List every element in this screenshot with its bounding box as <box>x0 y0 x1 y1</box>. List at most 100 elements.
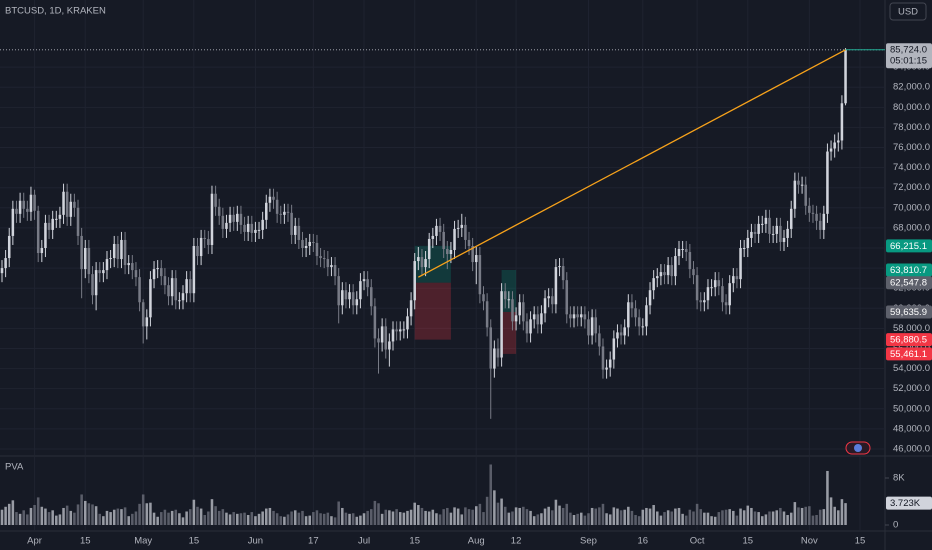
volume-bar <box>265 508 268 525</box>
volume-bar <box>290 511 293 525</box>
volume-bar <box>105 510 109 525</box>
volume-bar <box>587 513 590 525</box>
candle-body <box>464 224 467 240</box>
volume-bar <box>377 503 380 525</box>
candle-body <box>460 224 464 228</box>
candle-body <box>815 213 818 221</box>
candle-body <box>771 233 775 235</box>
trendline <box>418 49 846 278</box>
volume-bar <box>348 513 351 525</box>
volume-bar <box>710 516 713 525</box>
volume-bar <box>786 515 789 525</box>
candle-body <box>87 247 91 275</box>
candle-body <box>388 341 391 350</box>
loss-zone <box>414 282 451 340</box>
volume-bar <box>482 512 485 525</box>
x-tick-label: 17 <box>308 536 319 547</box>
candle-body <box>203 237 206 239</box>
candle-body <box>753 231 757 234</box>
candle-body <box>818 220 822 230</box>
currency-button[interactable] <box>889 2 927 21</box>
volume-bar <box>58 514 62 525</box>
candle-body <box>503 291 507 300</box>
candle-body <box>214 193 217 207</box>
volume-bar <box>102 516 105 525</box>
candle-body <box>764 217 768 224</box>
x-tick-label: 12 <box>511 536 522 547</box>
volume-bar <box>149 502 152 525</box>
candle-body <box>145 317 149 327</box>
last-price-tag <box>886 43 932 69</box>
volume-bar <box>152 512 156 525</box>
candle-body <box>829 148 833 152</box>
candle-body <box>384 326 388 350</box>
candle-body <box>344 290 348 300</box>
candle-body <box>312 241 315 243</box>
candle-body <box>666 265 670 276</box>
volume-bar <box>598 507 601 525</box>
candle-body <box>442 231 445 250</box>
candle-body <box>456 227 460 229</box>
volume-bar <box>210 499 214 525</box>
volume-bar <box>811 515 815 525</box>
x-tick-label: Aug <box>468 536 485 547</box>
candle-body <box>616 332 619 339</box>
volume-bar <box>764 514 768 525</box>
volume-bar <box>344 512 348 525</box>
volume-bar <box>196 506 199 525</box>
candle-body <box>688 252 692 270</box>
volume-bar <box>228 514 232 525</box>
volume-bar <box>94 506 98 525</box>
volume-bar <box>507 512 511 525</box>
candle-body <box>471 245 474 263</box>
volume-bar <box>141 494 145 525</box>
volume-bar <box>514 507 518 525</box>
candle-body <box>29 194 33 212</box>
volume-bar <box>116 508 120 525</box>
volume-bar <box>503 506 507 525</box>
candle-body <box>648 290 652 306</box>
candle-body <box>239 213 243 225</box>
candle-body <box>630 302 634 309</box>
volume-bar <box>721 510 724 525</box>
candle-body <box>257 229 261 231</box>
candle-body <box>558 266 561 268</box>
candle-body <box>217 206 221 216</box>
price-tag <box>886 347 932 361</box>
volume-bar <box>304 516 308 525</box>
volume-bar <box>406 510 409 525</box>
candle-body <box>750 231 753 238</box>
candle-body <box>525 321 529 334</box>
candle-body <box>496 348 500 358</box>
x-tick-label: 15 <box>80 536 91 547</box>
price-tag-label: 55,461.1 <box>890 349 927 360</box>
currency-button-label[interactable]: USD <box>898 7 918 18</box>
volume-bar <box>123 507 127 525</box>
volume-bar <box>746 505 750 525</box>
volume-bar <box>315 510 319 525</box>
loss-zone <box>501 311 517 354</box>
volume-bar <box>529 510 532 525</box>
y-tick-label: 82,000.0 <box>893 82 930 93</box>
y-tick-label: 72,000.0 <box>893 182 930 193</box>
volume-bar <box>301 510 304 525</box>
candle-body <box>221 215 225 229</box>
volume-bar <box>73 512 76 525</box>
candle-body <box>138 277 141 303</box>
volume-bar <box>18 513 22 525</box>
x-tick-label: Apr <box>27 536 42 547</box>
volume-bar <box>558 505 561 525</box>
candle-body <box>543 298 547 314</box>
volume-bar <box>804 506 807 525</box>
volume-bar <box>800 507 804 525</box>
events-icon[interactable] <box>845 441 871 455</box>
candle-body <box>44 222 47 248</box>
candle-body <box>612 338 616 360</box>
candle-body <box>33 194 36 211</box>
volume-bar <box>757 512 760 525</box>
volume-bar <box>250 512 254 525</box>
candle-body <box>576 314 579 318</box>
volume-bar <box>355 516 359 525</box>
candle-body <box>199 237 203 257</box>
